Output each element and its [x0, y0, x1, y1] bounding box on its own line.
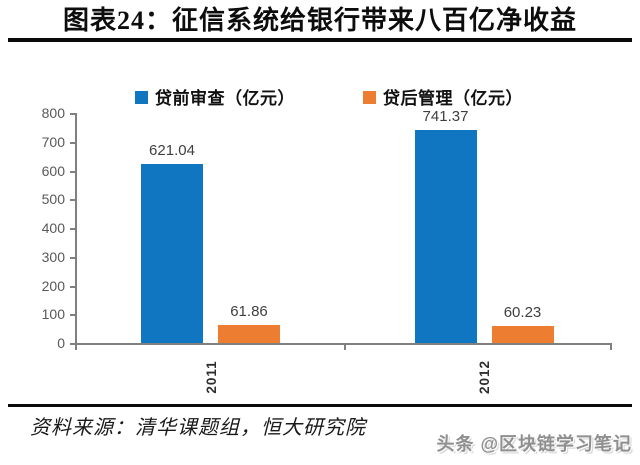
y-axis-tick [70, 285, 75, 288]
y-axis-tick [70, 113, 75, 115]
legend-item-postmanage: 贷后管理（亿元） [363, 84, 523, 109]
y-tick-label: 500 [41, 191, 65, 208]
legend-swatch-blue-icon [135, 91, 148, 104]
source-text: 资料来源：清华课题组，恒大研究院 [30, 417, 366, 439]
y-axis-tick [70, 170, 75, 173]
y-axis-tick [70, 141, 75, 144]
x-axis-line [75, 343, 612, 345]
y-axis-tick [70, 199, 75, 202]
y-tick-label: 0 [57, 335, 65, 351]
legend-label-precheck: 贷前审查（亿元） [155, 89, 295, 108]
x-axis-tick [75, 345, 77, 350]
title-divider [8, 38, 632, 42]
y-tick-label: 700 [41, 133, 65, 150]
y-tick-label: 300 [41, 248, 65, 265]
chart-title: 图表24：征信系统给银行带来八百亿净收益 [62, 6, 577, 35]
y-axis-tick [70, 343, 75, 345]
bar-value-label: 60.23 [503, 303, 542, 321]
bar-value-label: 621.04 [149, 142, 195, 160]
bar-2012-series0 [414, 129, 477, 343]
watermark-text: 头条 @区块链学习笔记 [436, 434, 632, 454]
y-axis-tick [70, 228, 75, 230]
y-axis-tick [70, 314, 75, 317]
y-tick-label: 100 [41, 306, 65, 323]
legend-label-postmanage: 贷后管理（亿元） [383, 89, 523, 108]
legend-item-precheck: 贷前审查（亿元） [135, 84, 295, 109]
y-axis-line [75, 113, 77, 343]
bar-2012-series1 [491, 325, 554, 343]
y-tick-label: 400 [41, 220, 65, 236]
bar-value-label: 61.86 [230, 303, 268, 321]
x-axis-tick [610, 345, 612, 350]
legend-swatch-orange-icon [363, 91, 376, 104]
bar-2011-series0 [141, 164, 203, 343]
y-axis-tick [70, 256, 75, 259]
y-tick-label: 600 [41, 162, 65, 179]
y-tick-label: 800 [41, 105, 65, 121]
bar-value-label: 741.37 [422, 107, 469, 125]
y-tick-label: 200 [41, 277, 65, 294]
footer-divider [8, 404, 632, 407]
x-axis-tick [343, 345, 346, 350]
x-category-label-2012: 2012 [476, 359, 492, 395]
x-category-label-2011: 2011 [203, 360, 218, 394]
bar-2011-series1 [218, 325, 280, 343]
